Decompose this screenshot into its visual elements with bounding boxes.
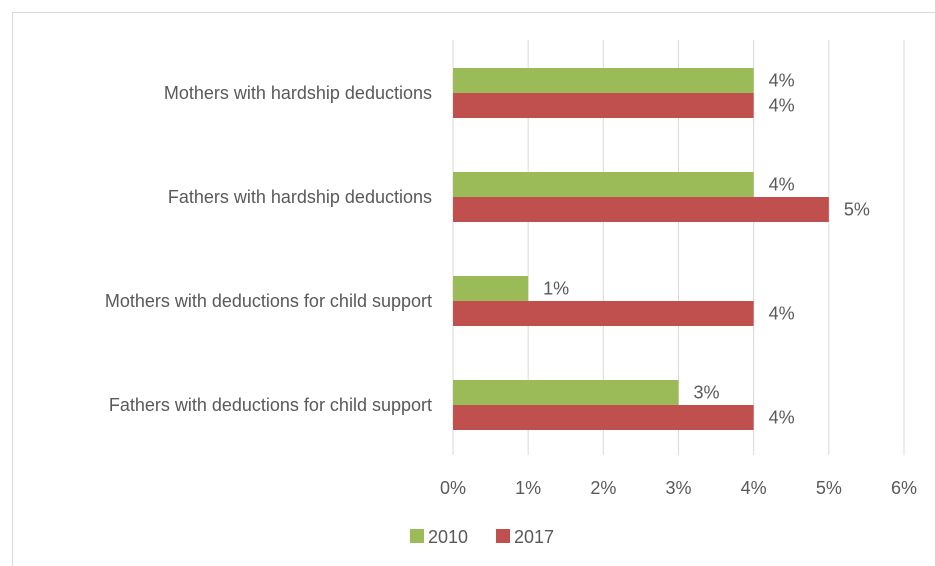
bar-2017 xyxy=(453,301,754,326)
bars xyxy=(453,68,829,430)
bar-2017 xyxy=(453,405,754,430)
bar-2017 xyxy=(453,197,829,222)
data-label: 4% xyxy=(769,96,795,116)
x-tick-label: 3% xyxy=(665,478,691,498)
data-label: 5% xyxy=(844,200,870,220)
x-tick-label: 5% xyxy=(816,478,842,498)
data-label: 4% xyxy=(769,71,795,91)
category-label: Mothers with deductions for child suppor… xyxy=(105,291,432,311)
x-tick-label: 4% xyxy=(741,478,767,498)
x-tick-label: 0% xyxy=(440,478,466,498)
bar-2017 xyxy=(453,93,754,118)
data-label: 4% xyxy=(769,175,795,195)
bar-2010 xyxy=(453,172,754,197)
legend: 2010 2017 xyxy=(410,527,554,547)
category-label: Mothers with hardship deductions xyxy=(164,83,432,103)
data-label: 3% xyxy=(694,383,720,403)
legend-swatch-2010 xyxy=(410,529,424,543)
data-label: 1% xyxy=(543,279,569,299)
legend-label: 2010 xyxy=(428,527,468,547)
bar-2010 xyxy=(453,276,529,301)
category-label: Fathers with deductions for child suppor… xyxy=(109,395,432,415)
x-tick-label: 2% xyxy=(590,478,616,498)
x-tick-label: 6% xyxy=(891,478,917,498)
bar-2010 xyxy=(453,380,679,405)
legend-label: 2017 xyxy=(514,527,554,547)
category-label: Fathers with hardship deductions xyxy=(168,187,432,207)
data-label: 4% xyxy=(769,408,795,428)
labels: 0% 1% 2% 3% 4% 5% 6% Mothers with hardship dedu… xyxy=(105,71,917,499)
bar-2010 xyxy=(453,68,754,93)
x-tick-label: 1% xyxy=(515,478,541,498)
legend-swatch-2017 xyxy=(496,529,510,543)
data-label: 4% xyxy=(769,304,795,324)
